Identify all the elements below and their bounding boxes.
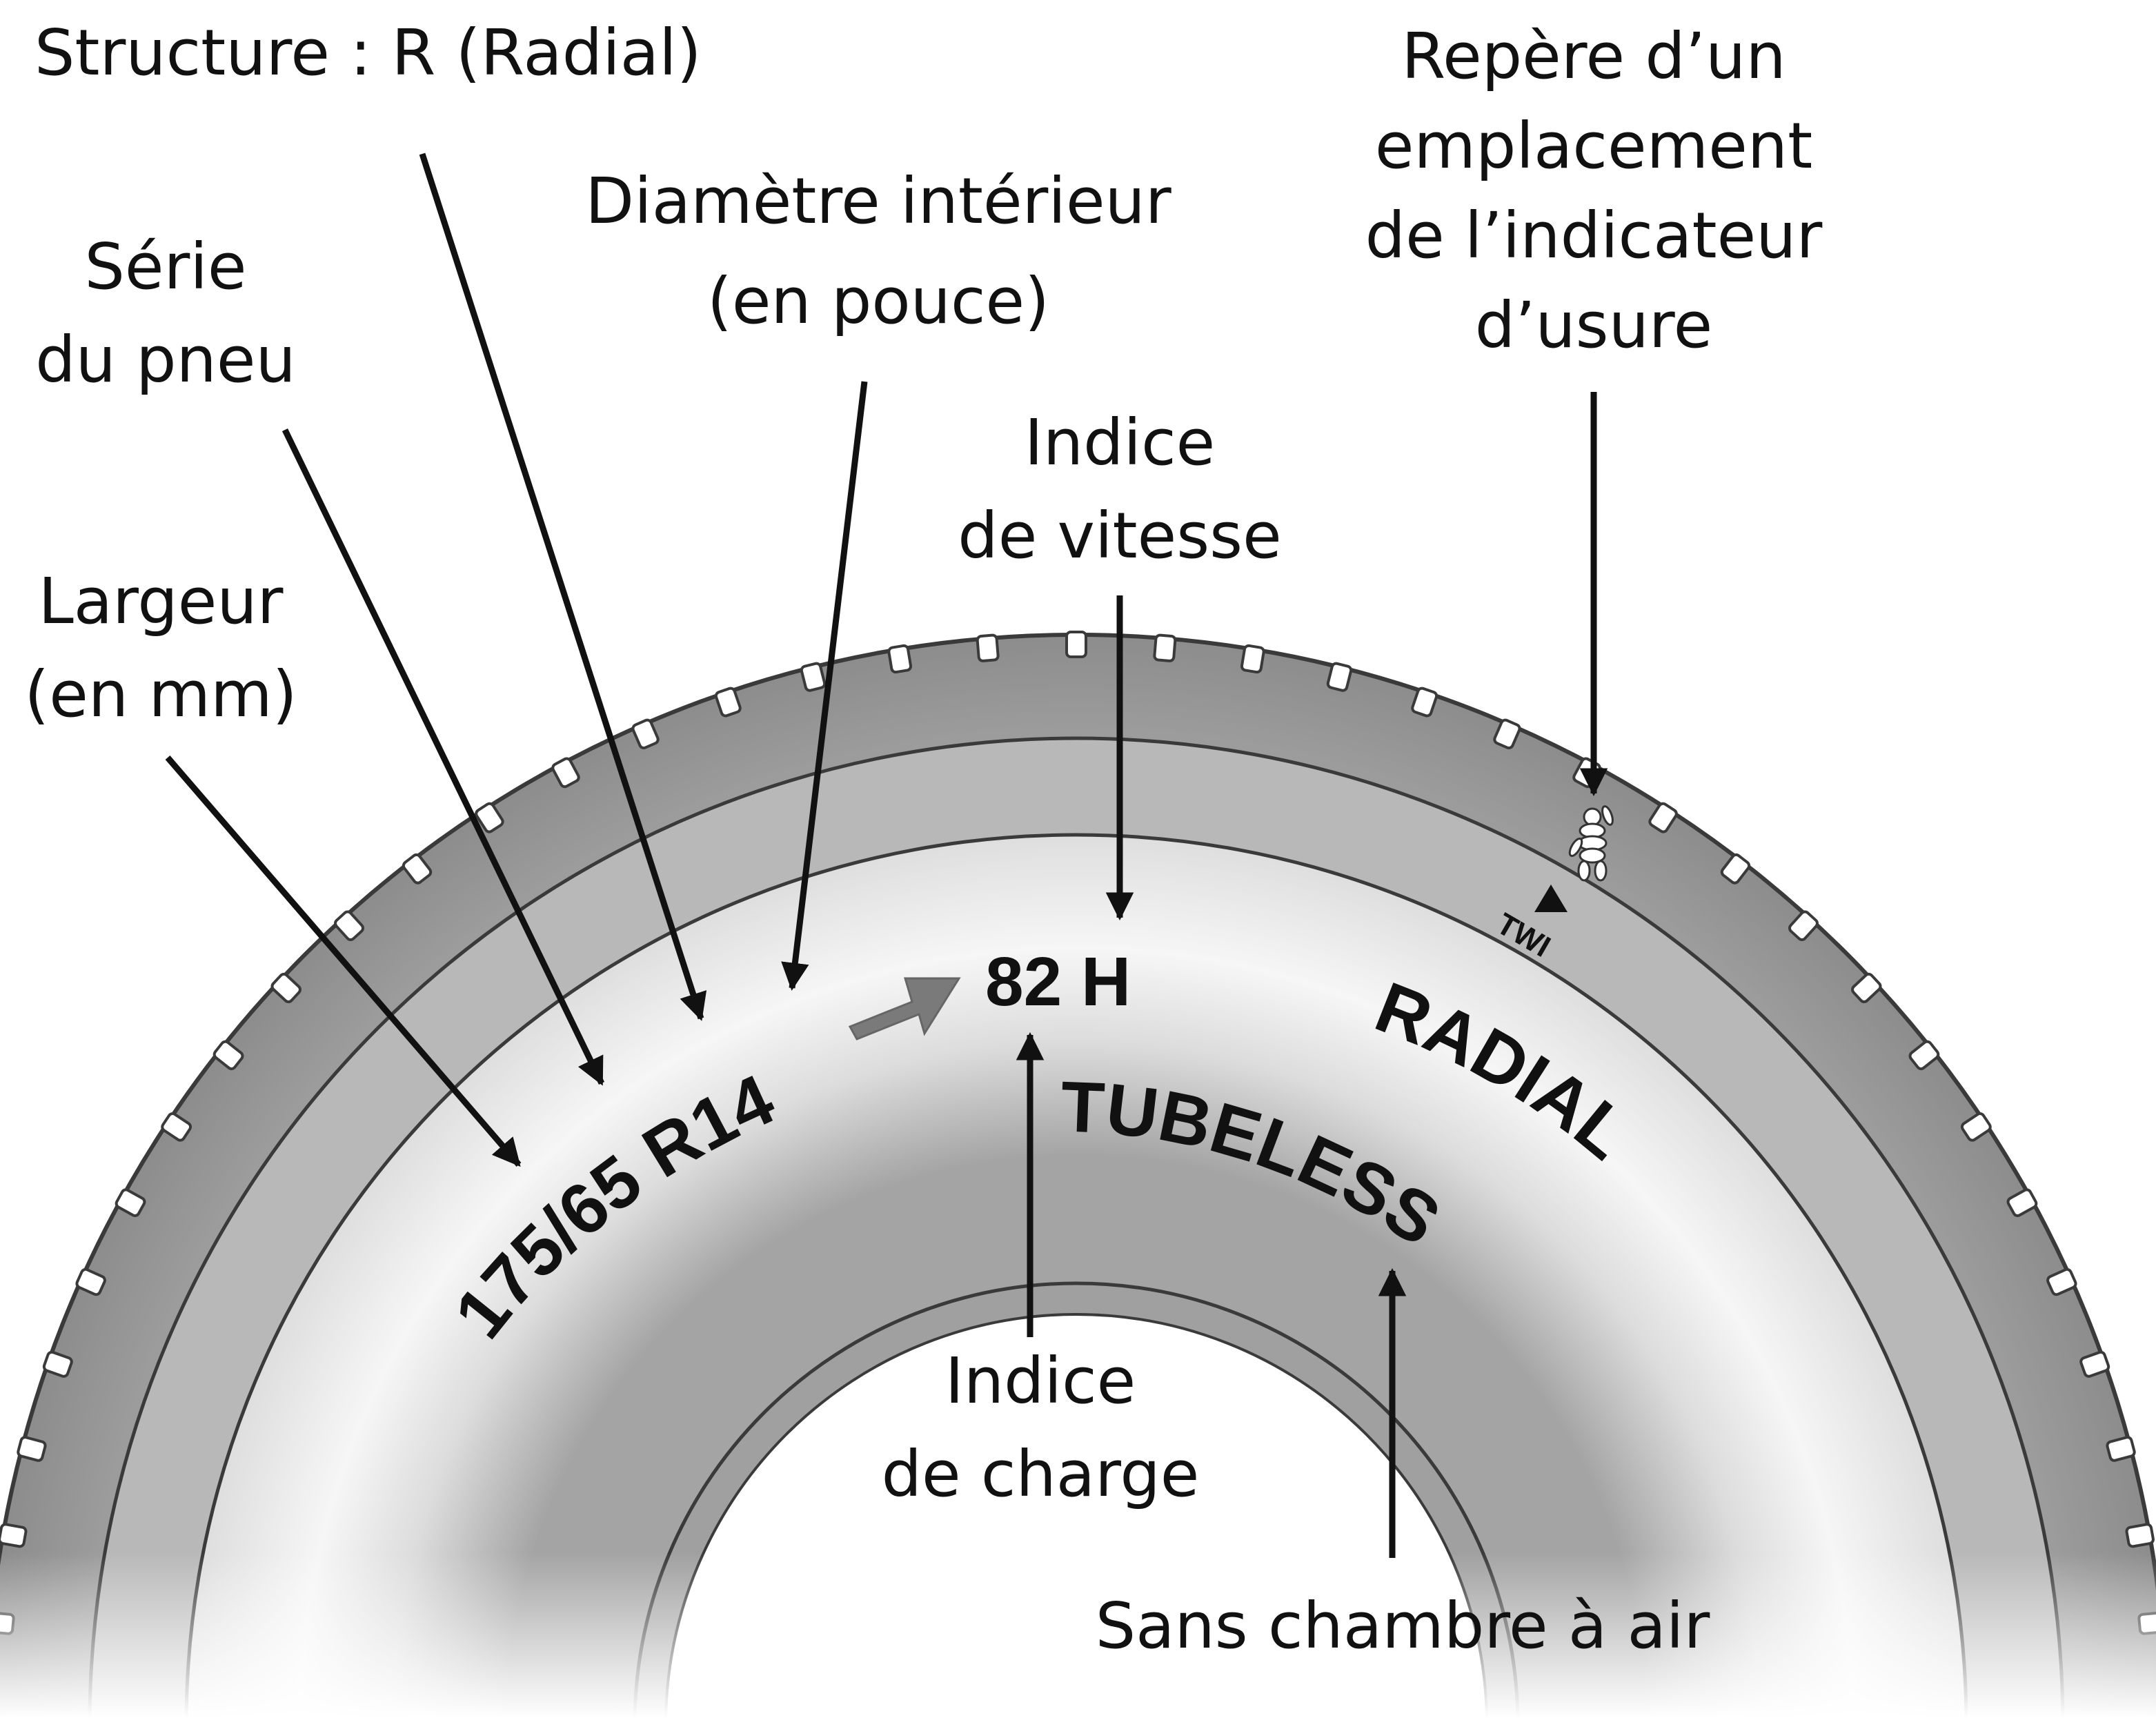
label-sans-chambre: Sans chambre à air: [1096, 1589, 1710, 1663]
label-diametre-line2: (en pouce): [707, 264, 1049, 338]
tread-notch: [1065, 631, 1087, 658]
marking-load-speed: 82 H: [985, 943, 1131, 1020]
label-largeur-line2: (en mm): [24, 658, 297, 731]
michelin-man-icon: [1568, 805, 1614, 882]
tread-notch: [976, 633, 1000, 662]
tread-notch: [551, 757, 580, 789]
tread-notch: [1240, 644, 1265, 674]
arrow-largeur: [165, 756, 522, 1167]
tread-notch: [1960, 1112, 1992, 1142]
tread-notch: [1648, 802, 1678, 833]
tread-notch: [2079, 1350, 2110, 1378]
twi-arrow-icon: [1534, 885, 1567, 912]
tread-notch: [0, 1523, 28, 1548]
label-repere-line1: Repère d’un: [1401, 19, 1786, 93]
tread-notch: [631, 718, 660, 750]
tread-notch: [1720, 853, 1751, 885]
arrow-serie: [281, 428, 605, 1086]
label-repere-line4: d’usure: [1475, 288, 1713, 362]
tread-notch: [212, 1040, 244, 1071]
tread-notch: [334, 910, 365, 942]
grey-arrow-icon: [848, 977, 961, 1040]
bottom-fade: [0, 1552, 2156, 1718]
arrow-diametre: [781, 381, 868, 991]
label-serie-line2: du pneu: [35, 323, 296, 397]
tread-notch: [1153, 633, 1177, 662]
tread-notch: [115, 1188, 146, 1217]
tread-notch: [270, 972, 301, 1003]
label-largeur-line1: Largeur: [39, 564, 284, 638]
tread-notch: [800, 662, 827, 692]
label-diametre-line1: Diamètre intérieur: [585, 164, 1171, 238]
label-vitesse-line1: Indice: [1025, 406, 1216, 480]
label-charge-line1: Indice: [945, 1344, 1136, 1418]
tread-notch: [1851, 972, 1882, 1003]
tread-notch: [17, 1436, 47, 1462]
tread-notch: [1326, 662, 1353, 692]
tread-notch: [42, 1350, 73, 1378]
tread-notches: [0, 631, 2156, 1635]
tread-notch: [75, 1267, 106, 1296]
label-serie-line1: Série: [85, 230, 247, 304]
sidewall-band: [184, 833, 1968, 1718]
tread-notch: [2106, 1436, 2136, 1462]
tread-notch: [2046, 1267, 2077, 1296]
label-charge-line2: de charge: [882, 1437, 1200, 1511]
tread-notch: [714, 687, 742, 718]
tread-notch: [1411, 687, 1438, 718]
label-repere-line3: de l’indicateur: [1365, 199, 1823, 273]
tread-notch: [2006, 1188, 2038, 1217]
leader-arrows: [165, 152, 1608, 1558]
label-vitesse-line2: de vitesse: [958, 499, 1281, 573]
label-structure: Structure : R (Radial): [34, 16, 702, 90]
tread-notch: [402, 853, 433, 885]
label-repere-line2: emplacement: [1375, 109, 1812, 183]
tread-notch: [475, 802, 504, 833]
tread-notch: [1493, 718, 1521, 750]
tread-notch: [1788, 910, 1819, 942]
arrow-structure: [419, 152, 707, 1021]
tread-notch: [887, 644, 913, 674]
tread-notch: [161, 1112, 192, 1142]
tread-notch: [2125, 1523, 2155, 1548]
tread-notch: [1908, 1040, 1940, 1071]
